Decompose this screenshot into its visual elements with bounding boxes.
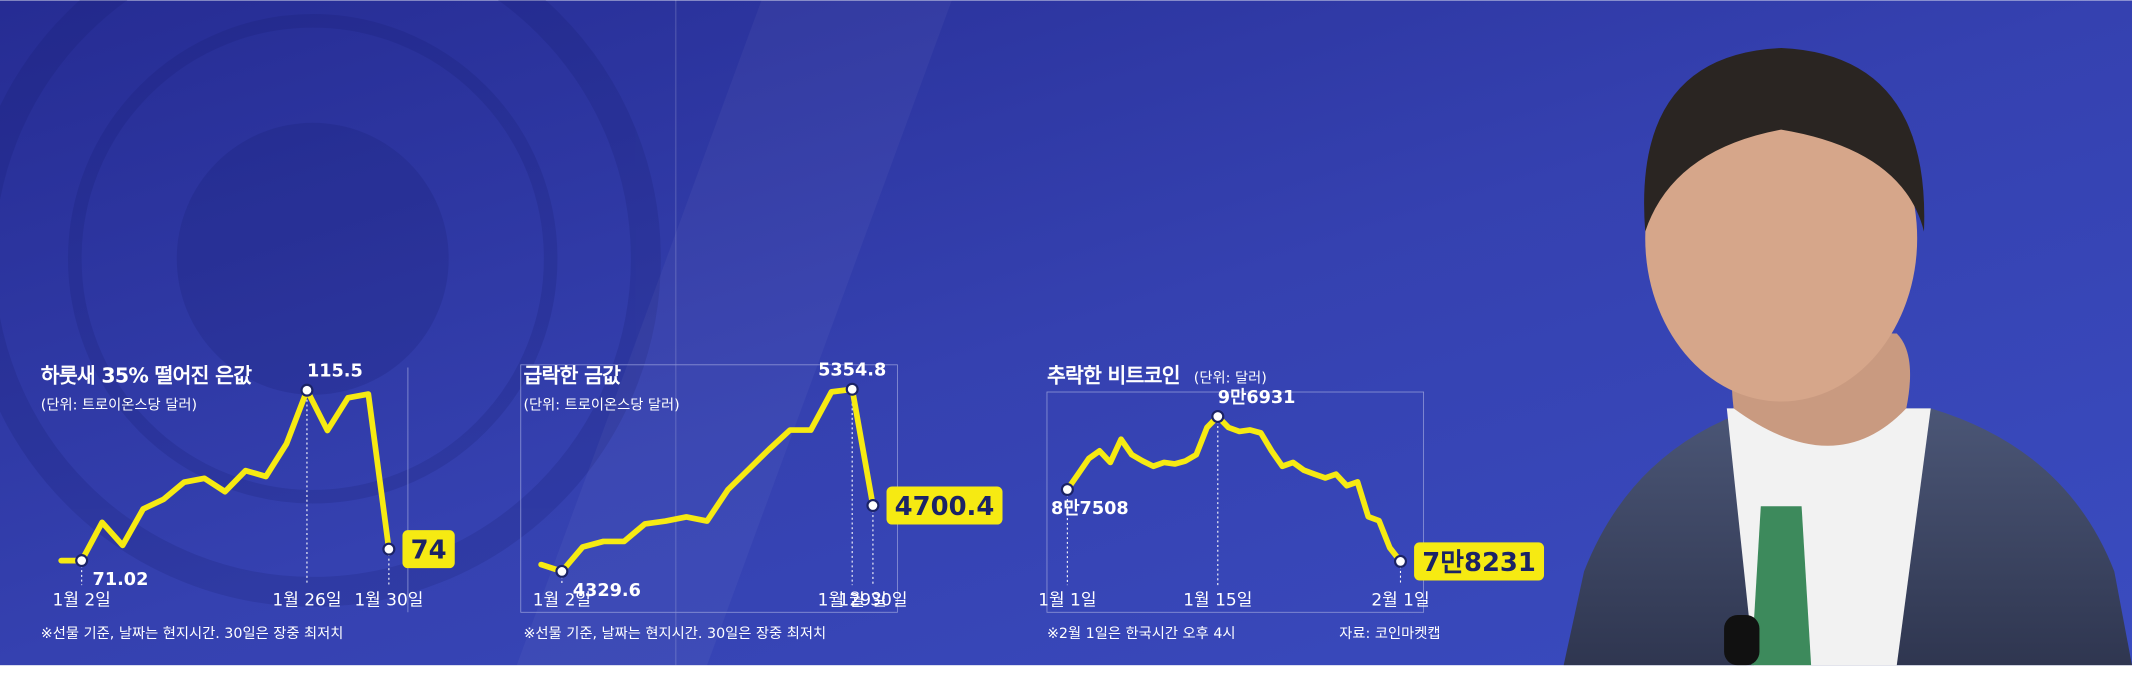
- chart-subtitle: (단위: 달러): [1194, 369, 1267, 386]
- footnote: ※선물 기준, 날짜는 현지시간. 30일은 장중 최저치: [41, 625, 344, 642]
- point: [845, 382, 859, 396]
- chart-title: 급락한 금값: [523, 363, 621, 387]
- value-label: 74: [411, 536, 447, 566]
- footnote: ※선물 기준, 날짜는 현지시간. 30일은 장중 최저치: [523, 625, 826, 642]
- data-line: [1064, 413, 1404, 565]
- photo: [1563, 48, 2132, 666]
- frame: [1046, 391, 1425, 613]
- value-label: 7만8231: [1422, 548, 1536, 578]
- point: [300, 383, 314, 397]
- callout-box: [1414, 542, 1545, 581]
- chart-subtitle: (단위: 트로이온스당 달러): [523, 397, 679, 414]
- point: [866, 498, 880, 513]
- footnote: ※2월 1일은 한국시간 오후 4시: [1047, 625, 1236, 642]
- value-label: 8만7508: [1051, 498, 1129, 519]
- chart-title: 하룻새 35% 떨어진 은값: [41, 363, 252, 387]
- value-label: 71.02: [93, 570, 149, 590]
- chart-subtitle: (단위: 트로이온스당 달러): [41, 397, 197, 414]
- point: [382, 542, 396, 556]
- seal: [0, 0, 661, 607]
- x-tick-label: 1월 29일: [818, 590, 887, 610]
- point: [1060, 482, 1074, 497]
- callout-box: [886, 486, 1003, 525]
- callout-box: [402, 530, 455, 569]
- x-tick-label: 1월 1일: [1038, 590, 1096, 610]
- value-label: 4329.6: [573, 581, 641, 601]
- data-line: [538, 386, 876, 575]
- light-streak: [516, 0, 952, 666]
- x-tick-label: 1월 30일: [354, 590, 423, 610]
- point: [555, 564, 569, 578]
- value-label: 5354.8: [818, 361, 886, 381]
- point: [1393, 554, 1408, 568]
- value-label: 9만6931: [1218, 387, 1296, 408]
- x-tick-label: 1월 2일: [533, 590, 591, 610]
- x-tick-label: 1월 30일: [838, 590, 907, 610]
- value-callout: 7만8231: [1414, 542, 1545, 581]
- x-tick-label: 2월 1일: [1371, 590, 1429, 610]
- x-tick-label: 1월 15일: [1183, 590, 1252, 610]
- chart-title: 추락한 비트코인: [1047, 363, 1180, 387]
- point: [1211, 409, 1225, 424]
- point: [75, 554, 89, 568]
- bottom-margin: [0, 665, 2132, 697]
- value-label: 115.5: [307, 362, 363, 382]
- value-label: 4700.4: [895, 492, 995, 522]
- data-line: [58, 387, 392, 564]
- value-callout: 4700.4: [886, 486, 1003, 525]
- value-callout: 74: [402, 530, 455, 569]
- source: 자료: 코인마켓캡: [1339, 625, 1440, 642]
- x-tick-label: 1월 2일: [53, 590, 111, 610]
- x-tick-label: 1월 26일: [272, 590, 341, 610]
